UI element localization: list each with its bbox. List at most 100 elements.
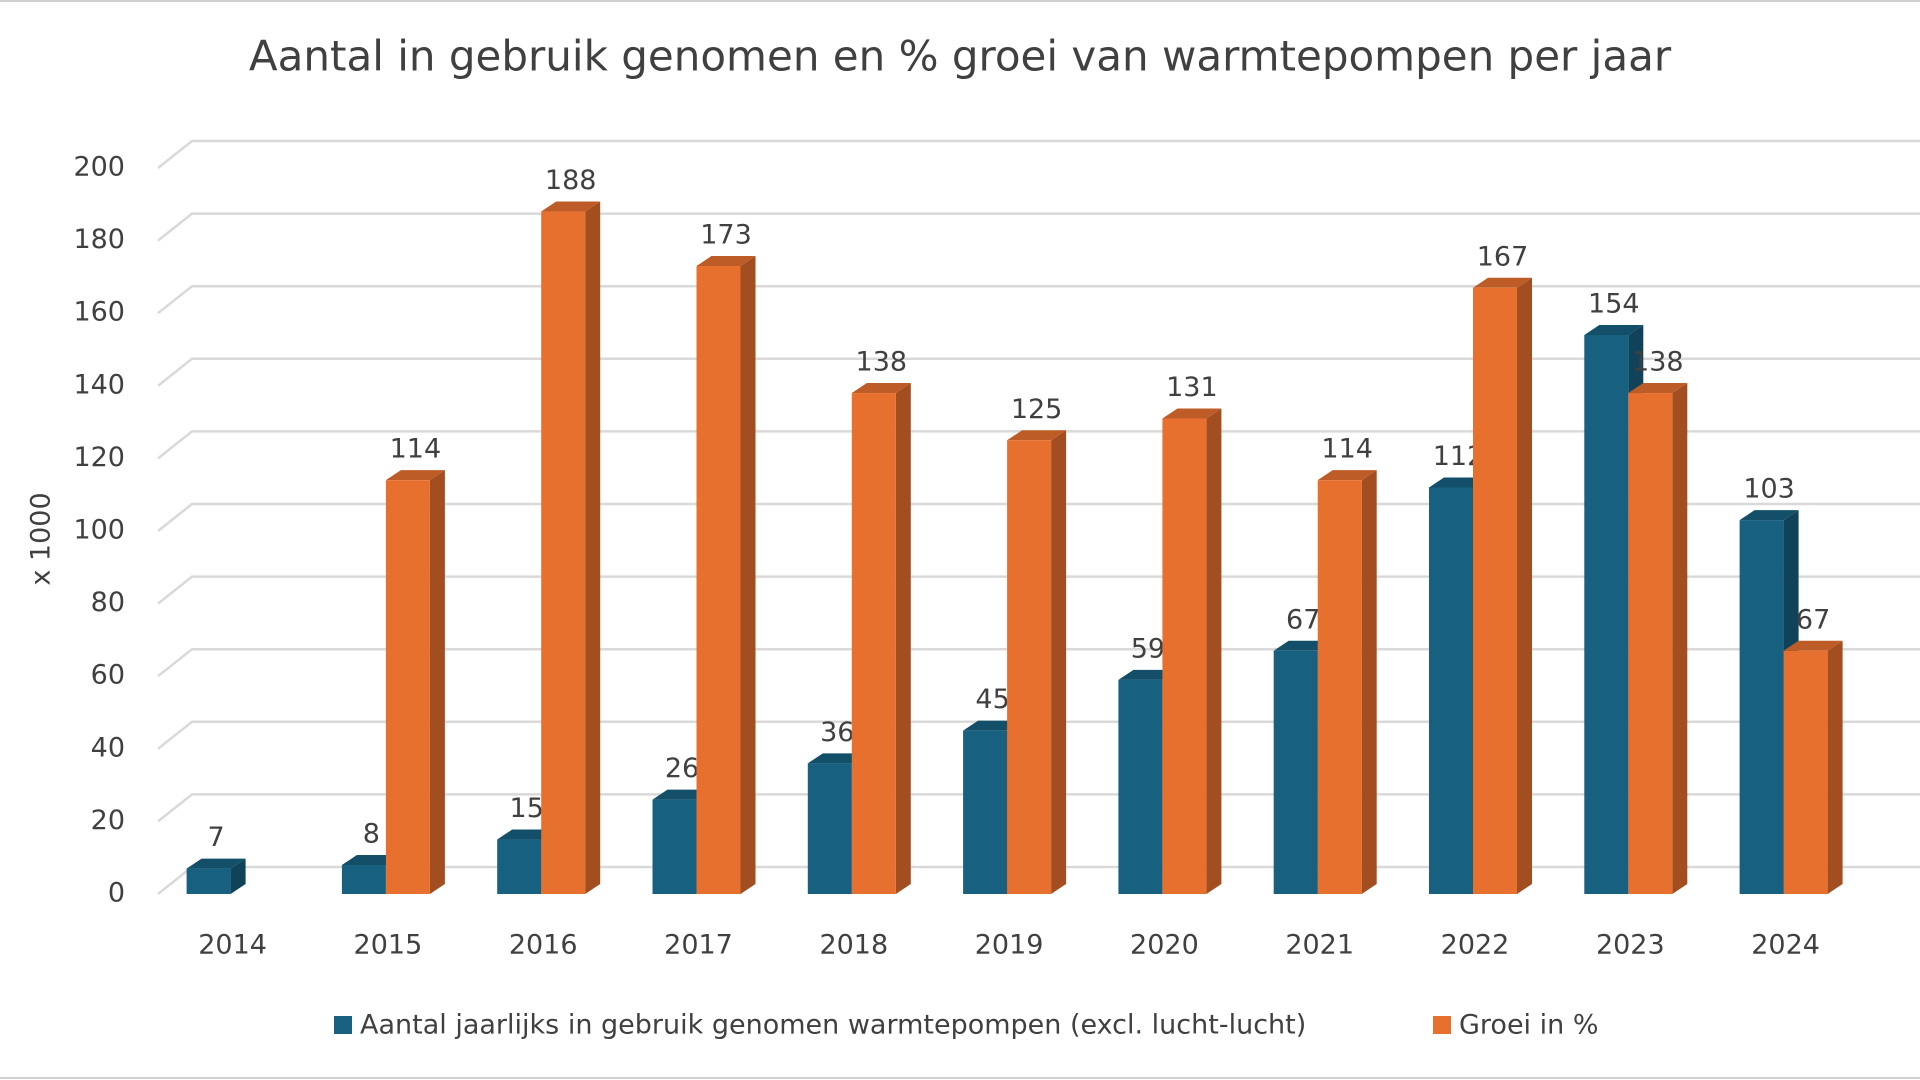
bar	[541, 201, 601, 894]
data-label: 125	[1011, 394, 1063, 425]
bar-top	[696, 256, 756, 267]
bar-front	[541, 211, 586, 894]
bar-side	[1051, 430, 1067, 894]
bar-front	[1429, 487, 1473, 894]
y-tick-label: 100	[73, 515, 125, 546]
data-label: 15	[510, 793, 544, 824]
x-tick-label: 2016	[509, 930, 578, 961]
bar-front	[696, 266, 741, 894]
bar-side	[895, 383, 911, 894]
bar-front	[652, 799, 697, 894]
bar-front	[1473, 287, 1517, 894]
bar-front	[807, 763, 852, 894]
bar-top	[1783, 640, 1843, 651]
data-label: 67	[1796, 604, 1830, 635]
bar-side	[1827, 640, 1843, 894]
x-tick-label: 2023	[1596, 930, 1665, 961]
data-label: 173	[700, 220, 752, 251]
bar-front	[851, 393, 896, 894]
bar-top	[1628, 383, 1688, 394]
bar-front	[497, 839, 542, 894]
bar-side	[1517, 277, 1532, 894]
x-tick-label: 2015	[354, 930, 423, 961]
y-tick-label: 0	[108, 878, 125, 909]
bar-top	[851, 383, 911, 394]
bar-front	[1739, 520, 1784, 894]
bar-top	[186, 858, 246, 869]
data-label: 45	[975, 684, 1009, 715]
data-label: 103	[1743, 474, 1795, 505]
data-label: 8	[363, 818, 380, 849]
bar-front	[1162, 418, 1207, 894]
bar-side	[1206, 408, 1222, 894]
bar	[1473, 277, 1532, 894]
grid-line	[157, 139, 1920, 169]
bar-front	[1783, 650, 1828, 894]
bar	[1317, 470, 1377, 894]
bar-front	[1628, 393, 1673, 894]
legend-label: Aantal jaarlijks in gebruik genomen warm…	[360, 1010, 1306, 1041]
bar	[1007, 430, 1067, 894]
x-tick-label: 2017	[664, 930, 733, 961]
bar	[186, 858, 246, 894]
bar-side	[585, 201, 601, 894]
x-tick-label: 2022	[1441, 930, 1510, 961]
data-label: 167	[1477, 241, 1529, 272]
bar	[696, 256, 756, 894]
bar-top	[1162, 408, 1222, 419]
bar-side	[740, 256, 756, 894]
bar	[385, 470, 445, 894]
grid-line	[157, 430, 1920, 460]
bar-front	[186, 868, 231, 894]
bar-front	[1584, 334, 1629, 895]
bar-top	[1584, 324, 1644, 335]
bar-side	[429, 470, 445, 894]
bar-front	[1317, 480, 1362, 894]
y-tick-label: 200	[73, 152, 125, 183]
bar-front	[1273, 650, 1318, 894]
bar	[1628, 383, 1688, 894]
chart-title: Aantal in gebruik genomen en % groei van…	[249, 32, 1672, 81]
bar-top	[385, 470, 445, 481]
bar-front	[385, 480, 430, 894]
y-tick-label: 160	[73, 297, 125, 328]
y-tick-label: 40	[91, 732, 125, 763]
bar	[851, 383, 911, 894]
legend-swatch	[1433, 1016, 1451, 1034]
data-label: 138	[1632, 347, 1684, 378]
bar	[1162, 408, 1222, 894]
grid-line	[157, 357, 1920, 387]
bar-top	[1473, 277, 1532, 288]
data-label: 114	[1321, 434, 1373, 465]
x-tick-label: 2021	[1285, 930, 1354, 961]
grid-line	[157, 212, 1920, 242]
bar-side	[1672, 383, 1688, 894]
data-label: 7	[208, 822, 225, 853]
y-axis-title: x 1000	[26, 492, 57, 585]
data-label: 26	[665, 753, 699, 784]
bar-front	[963, 730, 1008, 894]
x-tick-label: 2020	[1130, 930, 1199, 961]
data-label: 59	[1131, 633, 1165, 664]
y-tick-label: 180	[73, 224, 125, 255]
y-tick-label: 120	[73, 442, 125, 473]
data-label: 67	[1286, 604, 1320, 635]
bar-top	[1739, 510, 1799, 521]
data-label: 154	[1588, 288, 1640, 319]
data-label: 138	[856, 347, 908, 378]
y-tick-label: 80	[91, 587, 125, 618]
bar-front	[1007, 440, 1052, 894]
y-tick-label: 60	[91, 660, 125, 691]
bar-front	[1118, 679, 1163, 894]
data-label: 188	[545, 165, 597, 196]
legend-swatch	[334, 1016, 352, 1034]
x-tick-label: 2018	[819, 930, 888, 961]
legend-label: Groei in %	[1459, 1010, 1599, 1041]
y-tick-label: 140	[73, 369, 125, 400]
bar	[1783, 640, 1843, 894]
bar-side	[230, 858, 246, 894]
x-tick-label: 2019	[975, 930, 1044, 961]
bar-front	[341, 864, 386, 894]
x-tick-label: 2024	[1751, 930, 1820, 961]
